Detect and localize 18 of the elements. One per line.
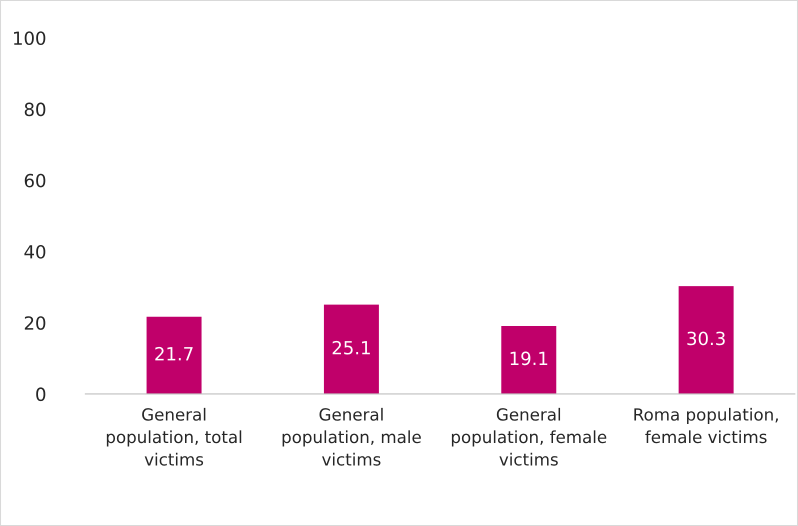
x-tick-label: Roma population, female victims: [634, 408, 778, 444]
y-tick-label: 100: [14, 31, 46, 45]
data-label: 25.1: [332, 340, 370, 355]
bar: [501, 326, 556, 394]
bar: [146, 316, 202, 394]
x-tick-label: General population, total victims: [106, 408, 242, 466]
x-tick-label: General population, male victims: [282, 408, 421, 466]
bar: [678, 286, 734, 394]
y-tick-label: 80: [24, 102, 46, 116]
x-tick-label: General population, female victims: [452, 408, 606, 466]
y-tick-label: 20: [24, 316, 46, 330]
bar: [324, 304, 379, 394]
y-tick-label: 60: [24, 174, 46, 188]
y-tick-label: 40: [24, 244, 46, 259]
data-label: 21.7: [155, 346, 193, 360]
data-label: 30.3: [687, 332, 725, 346]
data-label: 19.1: [510, 352, 548, 366]
y-tick-label: 0: [36, 387, 46, 402]
